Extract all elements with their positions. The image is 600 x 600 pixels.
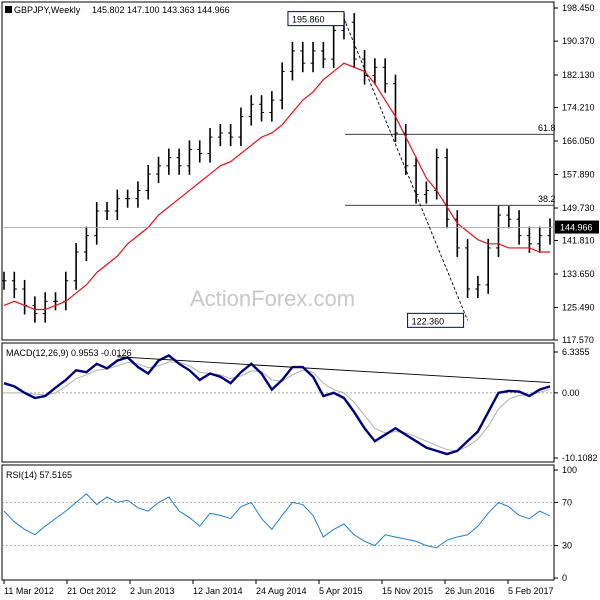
price-header: GBPJPY,Weekly 145.802 147.100 143.363 14…	[5, 5, 230, 15]
macd-line	[3, 354, 551, 456]
fib-level-label: 38.2	[538, 194, 556, 204]
rsi-ytick-label: 100	[562, 465, 577, 475]
rsi-ytick-label: 0	[562, 573, 567, 583]
rsi-ytick-label: 70	[562, 497, 572, 507]
rsi-panel-frame	[1, 464, 555, 581]
low-annotation-box	[407, 312, 465, 328]
macd-ytick-label: 0.00	[562, 388, 580, 398]
price-ytick-label: 149.730	[562, 203, 595, 213]
price-ytick-label: 198.450	[562, 3, 595, 13]
current-price-label: 144.966	[560, 223, 593, 233]
price-ytick-label: 133.650	[562, 269, 595, 279]
xaxis-tick-label: 15 Nov 2015	[382, 586, 433, 596]
price-ytick-label: 190.370	[562, 36, 595, 46]
xaxis-tick-label: 5 Feb 2017	[508, 586, 554, 596]
price-ytick-label: 174.210	[562, 103, 595, 113]
xaxis-tick-label: 2 Jun 2013	[130, 586, 175, 596]
xaxis-tick-label: 12 Jan 2014	[193, 586, 243, 596]
rsi-line	[3, 493, 551, 549]
collapse-icon[interactable]	[5, 6, 12, 13]
price-ytick-label: 182.130	[562, 70, 595, 80]
rsi-ytick-label: 30	[562, 541, 572, 551]
watermark: ActionForex.com	[190, 286, 355, 311]
high-annotation-label: 195.860	[292, 15, 325, 25]
price-ytick-label: 157.890	[562, 169, 595, 179]
xaxis-tick-label: 21 Oct 2012	[67, 586, 116, 596]
macd-title: MACD(12,26,9) 0.9553 -0.0126	[6, 348, 132, 358]
xaxis-tick-label: 26 Jun 2016	[445, 586, 495, 596]
rsi-title: RSI(14) 57.5165	[6, 470, 72, 480]
price-ytick-label: 141.810	[562, 235, 595, 245]
ohlc-values: 145.802 147.100 143.363 144.966	[92, 5, 230, 15]
high-low-trendline	[343, 18, 469, 321]
price-panel-frame	[1, 1, 555, 341]
xaxis-tick-label: 5 Apr 2015	[319, 586, 363, 596]
current-price-badge	[555, 220, 599, 234]
price-ytick-label: 117.570	[562, 335, 594, 345]
low-annotation-label: 122.360	[412, 316, 445, 326]
fib-level-label: 61.8	[538, 123, 556, 133]
xaxis-tick-label: 11 Mar 2012	[4, 586, 54, 596]
price-ytick-label: 166.050	[562, 136, 595, 146]
macd-ytick-label: 6.3355	[562, 347, 590, 357]
moving-average-line	[3, 62, 550, 311]
macd-trendline	[117, 356, 551, 383]
price-ytick-label: 125.490	[562, 302, 595, 312]
macd-ytick-label: -10.1082	[562, 453, 598, 463]
symbol-label: GBPJPY,Weekly	[14, 5, 81, 15]
macd-panel-frame	[1, 342, 555, 463]
xaxis-tick-label: 24 Aug 2014	[256, 586, 307, 596]
